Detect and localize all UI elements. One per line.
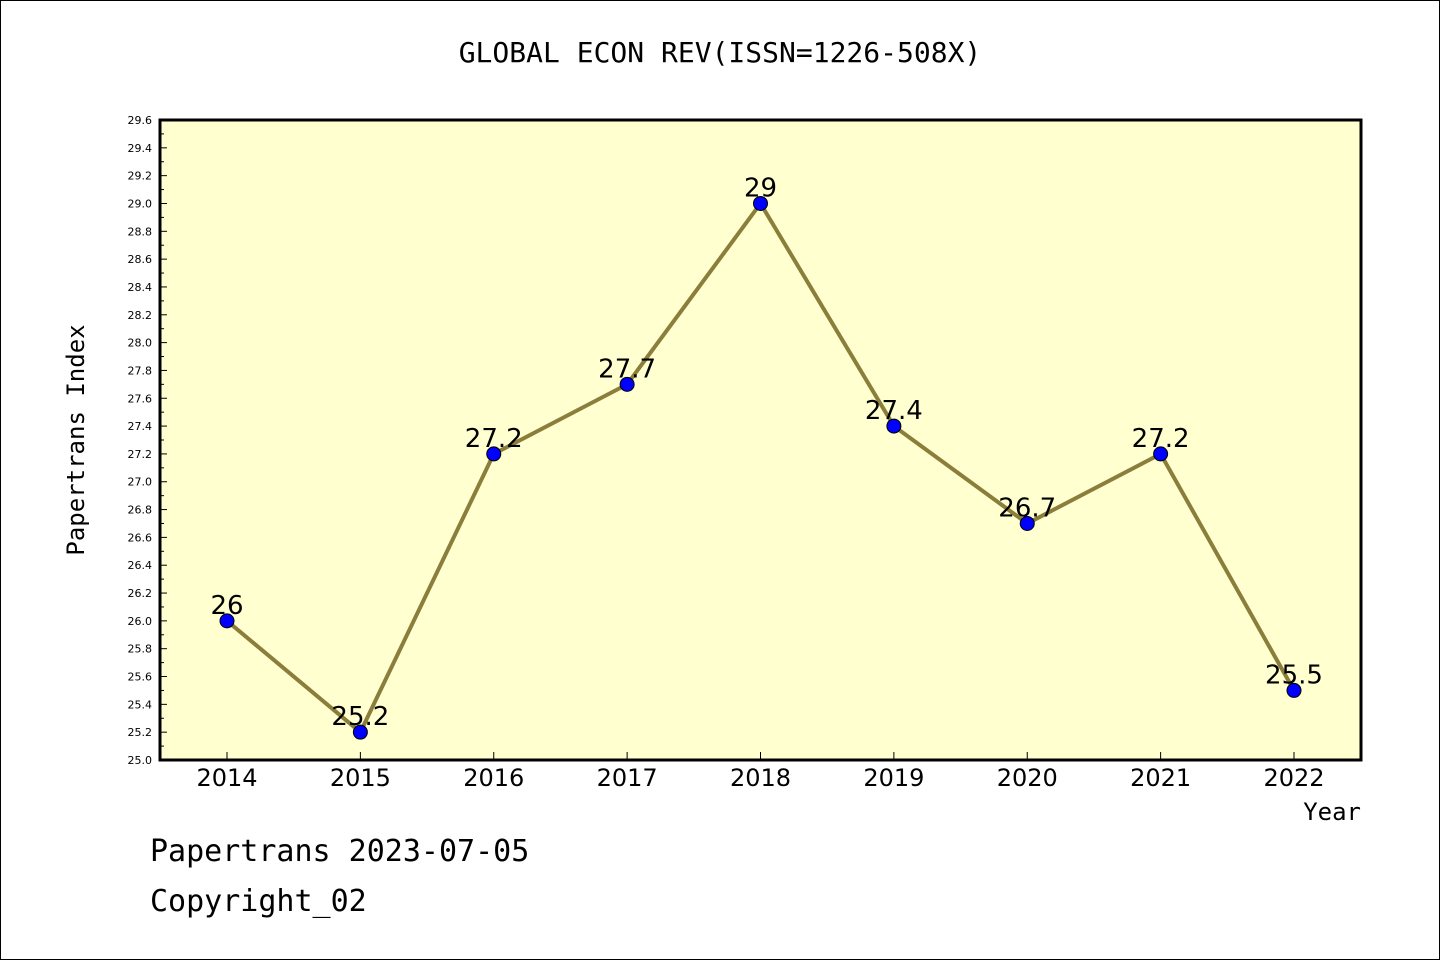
data-label: 25.5 — [1265, 660, 1323, 690]
x-axis-title: Year — [1303, 798, 1361, 826]
y-tick-label: 28.2 — [128, 309, 153, 322]
y-tick-label: 29.2 — [128, 170, 153, 183]
x-axis: 2014 2015 2016 2017 2018 2019 2020 2021 2022 — [196, 752, 1325, 792]
x-tick-label: 2020 — [997, 764, 1058, 792]
data-point — [352, 724, 368, 740]
y-tick-label: 25.4 — [128, 698, 153, 711]
x-tick-label: 2014 — [196, 764, 257, 792]
plot-border — [158, 118, 1363, 762]
footer-date: Papertrans 2023-07-05 — [150, 834, 530, 869]
data-label: 29 — [744, 173, 777, 203]
data-label: 27.2 — [465, 424, 523, 454]
data-point — [1153, 446, 1169, 462]
x-tick-label: 2021 — [1130, 764, 1191, 792]
y-tick-label: 25.2 — [128, 726, 153, 739]
data-point — [619, 376, 635, 392]
y-tick-label: 29.0 — [128, 197, 153, 210]
y-tick-label: 29.4 — [128, 142, 153, 155]
x-tick-label: 2019 — [863, 764, 924, 792]
chart-title: GLOBAL ECON REV(ISSN=1226-508X) — [458, 36, 982, 69]
plot-area — [160, 120, 1361, 760]
x-tick-label: 2018 — [730, 764, 791, 792]
data-point — [1019, 515, 1035, 531]
y-tick-label: 29.6 — [128, 114, 153, 127]
data-label: 27.7 — [598, 354, 656, 384]
y-axis: 25.0 25.2 25.4 25.6 25.8 26.0 26.2 26.4 26.6 26.8… — [128, 114, 167, 767]
footer-copyright: Copyright_02 — [150, 884, 367, 919]
y-tick-label: 27.2 — [128, 448, 153, 461]
y-tick-label: 27.0 — [128, 476, 153, 489]
y-tick-label: 28.6 — [128, 253, 153, 266]
y-tick-label: 26.4 — [128, 559, 153, 572]
data-point — [753, 195, 768, 211]
x-tick-label: 2022 — [1263, 764, 1324, 792]
y-tick-label: 26.2 — [128, 587, 153, 600]
data-point — [1286, 682, 1302, 698]
y-tick-label: 26.6 — [128, 531, 153, 544]
y-tick-label: 27.4 — [128, 420, 153, 433]
data-label: 25.2 — [331, 702, 389, 732]
data-point — [219, 613, 235, 629]
data-label: 27.2 — [1132, 424, 1190, 454]
data-point — [886, 418, 902, 434]
data-label: 27.4 — [865, 396, 923, 426]
y-tick-label: 28.4 — [128, 281, 153, 294]
data-labels: 26 25.2 27.2 27.7 29 27.4 26.7 27.2 25.5 — [210, 173, 1322, 732]
y-tick-label: 28.0 — [128, 337, 153, 350]
series-markers — [219, 195, 1302, 740]
y-tick-label: 26.0 — [128, 615, 153, 628]
y-tick-label: 27.6 — [128, 392, 153, 405]
y-tick-label: 25.8 — [128, 643, 153, 656]
y-axis-title: Papertrans Index — [62, 324, 90, 555]
data-label: 26 — [210, 591, 243, 621]
x-tick-label: 2017 — [597, 764, 658, 792]
x-tick-label: 2016 — [463, 764, 524, 792]
y-tick-label: 26.8 — [128, 504, 153, 517]
y-tick-label: 27.8 — [128, 364, 153, 377]
x-tick-label: 2015 — [330, 764, 391, 792]
y-tick-label: 25.0 — [128, 754, 153, 767]
y-tick-label: 28.8 — [128, 225, 153, 238]
data-label: 26.7 — [998, 493, 1056, 523]
y-tick-label: 25.6 — [128, 671, 153, 684]
data-point — [486, 446, 502, 462]
